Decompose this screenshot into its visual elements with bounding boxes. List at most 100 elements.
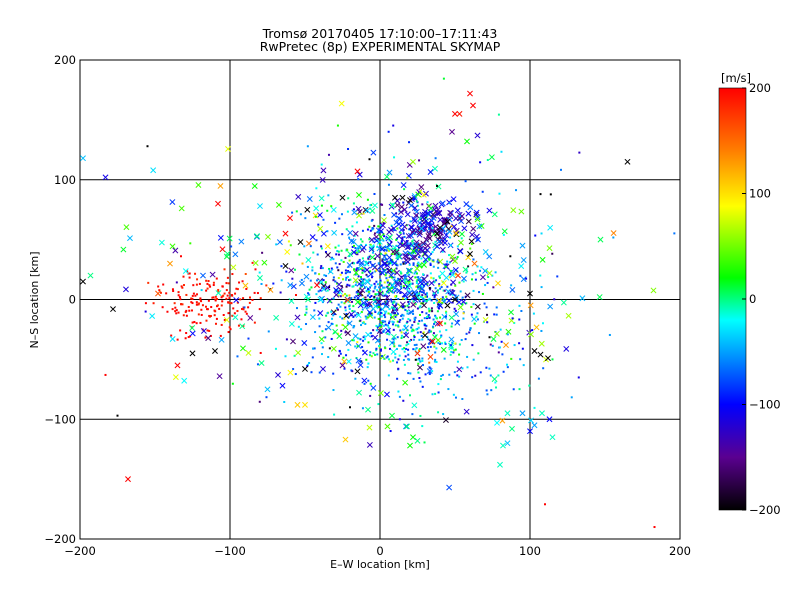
data-point-dot: [419, 189, 422, 192]
data-point-dot: [476, 265, 479, 268]
data-point-dot: [467, 265, 470, 268]
data-point-dot: [386, 295, 389, 298]
data-point-dot: [421, 311, 424, 314]
data-point-dot: [462, 317, 465, 320]
data-point-dot: [353, 234, 356, 237]
data-point-dot: [485, 306, 488, 309]
data-point-dot: [413, 344, 416, 347]
data-point-dot: [370, 276, 373, 279]
data-point-cross: [212, 348, 218, 354]
data-point-dot: [214, 298, 217, 301]
data-point-dot: [551, 358, 554, 361]
data-point-dot: [486, 321, 489, 324]
data-point-dot: [378, 292, 381, 295]
data-point-dot: [356, 341, 359, 344]
data-point-cross: [217, 234, 224, 241]
data-point-dot: [345, 313, 348, 316]
data-point-dot: [438, 330, 441, 333]
data-point-dot: [330, 205, 333, 208]
data-point-dot: [244, 310, 247, 313]
data-point-dot: [194, 272, 197, 275]
data-point-dot: [418, 300, 421, 303]
data-point-dot: [337, 244, 340, 247]
data-point-dot: [195, 322, 198, 325]
data-point-dot: [320, 204, 323, 207]
data-point-dot: [429, 264, 432, 267]
data-point-dot: [495, 306, 498, 309]
data-point-cross: [368, 243, 375, 250]
data-point-cross: [491, 211, 498, 218]
data-point-cross: [458, 239, 464, 246]
data-point-dot: [334, 221, 337, 224]
data-point-cross: [539, 256, 546, 263]
data-point-dot: [348, 298, 351, 301]
data-point-cross: [346, 262, 353, 268]
data-point-dot: [280, 265, 283, 268]
data-point-dot: [578, 151, 581, 154]
data-point-dot: [337, 250, 340, 253]
y-tick-label: 200: [54, 53, 76, 67]
data-point-dot: [534, 234, 537, 237]
data-point-dot: [436, 310, 439, 313]
data-point-cross: [461, 275, 467, 282]
data-point-dot: [382, 330, 385, 333]
data-point-dot: [179, 255, 182, 258]
data-point-dot: [402, 314, 405, 317]
data-point-dot: [464, 338, 467, 341]
data-point-cross: [449, 128, 455, 135]
data-point-dot: [343, 317, 346, 320]
data-point-cross: [324, 284, 331, 291]
data-point-dot: [413, 297, 416, 300]
data-point-dot: [362, 281, 365, 284]
data-point-dot: [437, 261, 440, 264]
data-point-dot: [379, 278, 382, 281]
data-point-dot: [401, 238, 404, 241]
data-point-dot: [247, 306, 250, 309]
data-point-cross: [149, 313, 156, 320]
data-point-dot: [438, 276, 441, 279]
data-point-dot: [214, 299, 217, 302]
data-point-dot: [403, 347, 406, 350]
data-point-cross: [284, 249, 291, 255]
data-point-dot: [431, 251, 434, 254]
data-point-cross: [442, 417, 449, 423]
data-point-dot: [406, 288, 409, 291]
data-point-dot: [367, 314, 370, 317]
data-point-dot: [399, 283, 402, 286]
data-point-dot: [234, 292, 237, 295]
data-point-dot: [369, 382, 372, 385]
data-point-cross: [347, 251, 354, 258]
data-point-dot: [366, 256, 369, 259]
data-point-cross: [488, 154, 495, 161]
data-point-dot: [427, 257, 430, 260]
data-point-cross: [435, 337, 442, 344]
data-point-cross: [368, 246, 375, 253]
data-point-dot: [334, 246, 337, 249]
data-point-dot: [331, 317, 334, 320]
data-point-dot: [418, 338, 421, 341]
data-point-dot: [373, 282, 376, 285]
data-point-dot: [518, 304, 521, 307]
data-point-cross: [417, 246, 424, 253]
data-point-dot: [403, 363, 406, 366]
data-point-dot: [344, 278, 347, 281]
data-point-dot: [289, 244, 292, 247]
data-point-cross: [407, 275, 414, 282]
data-point-dot: [306, 265, 309, 268]
data-point-dot: [321, 286, 324, 289]
data-point-dot: [457, 319, 460, 322]
data-point-dot: [368, 238, 371, 241]
data-point-dot: [422, 302, 425, 305]
data-point-dot: [314, 331, 317, 334]
data-point-cross: [386, 169, 393, 176]
data-point-dot: [300, 278, 303, 281]
data-point-dot: [494, 381, 497, 384]
data-point-dot: [395, 212, 398, 215]
data-point-dot: [401, 317, 404, 320]
data-point-dot: [304, 313, 307, 316]
data-point-dot: [402, 358, 405, 361]
data-point-dot: [301, 262, 304, 265]
data-point-dot: [347, 348, 350, 351]
data-point-dot: [390, 300, 393, 303]
data-point-dot: [372, 240, 375, 243]
